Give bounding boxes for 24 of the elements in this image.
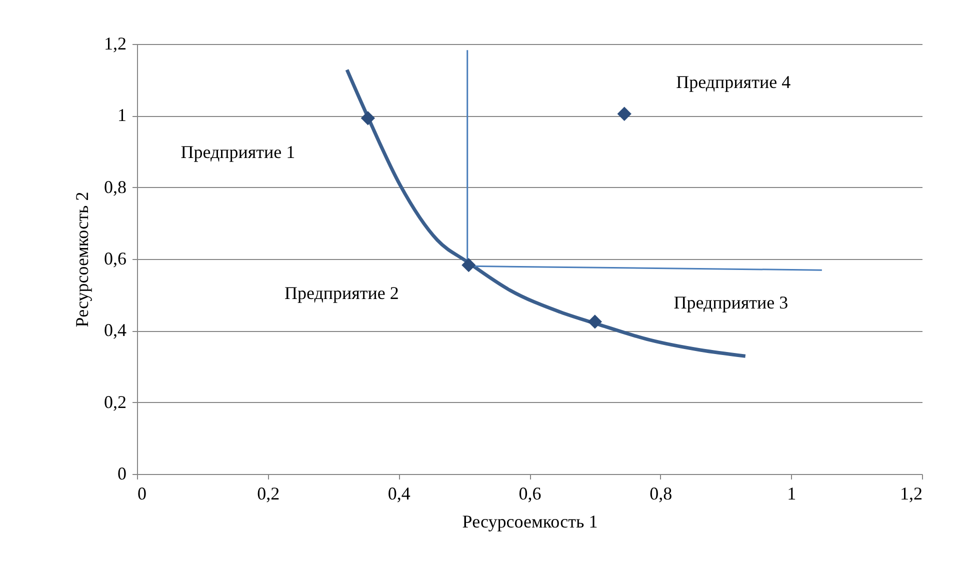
- y-tick-label: 1: [118, 105, 126, 126]
- point: [617, 106, 632, 121]
- y-tick-label: 0: [118, 464, 126, 484]
- annotation: Предприятие 3: [674, 292, 788, 313]
- annotation: Предприятие 4: [676, 72, 791, 92]
- point: [588, 314, 602, 329]
- y-tick-label: 0,4: [104, 320, 126, 340]
- y-tick-label: 0,6: [104, 248, 126, 268]
- x-tick-label: 0,6: [518, 484, 542, 504]
- y-axis-title: Ресурсоемкость 2: [72, 192, 92, 328]
- x-tick-label: 0,4: [388, 484, 410, 504]
- point: [462, 258, 476, 272]
- y-tick-label: 0,8: [104, 176, 126, 197]
- y-tick-label: 0,2: [104, 392, 126, 412]
- x-axis-title: Ресурсоемкость 1: [462, 512, 598, 532]
- annotation: Предприятие 2: [284, 283, 399, 304]
- point: [360, 111, 375, 126]
- y-tick-label: 1,2: [104, 34, 126, 54]
- x-tick-label: 1,2: [900, 484, 922, 504]
- x-tick-label: 0,2: [257, 484, 280, 504]
- x-tick-label: 1: [787, 484, 796, 504]
- x-tick-label: 0,8: [650, 484, 672, 504]
- annotation: Предприятие 1: [180, 142, 296, 162]
- x-tick-label: 0: [138, 484, 146, 504]
